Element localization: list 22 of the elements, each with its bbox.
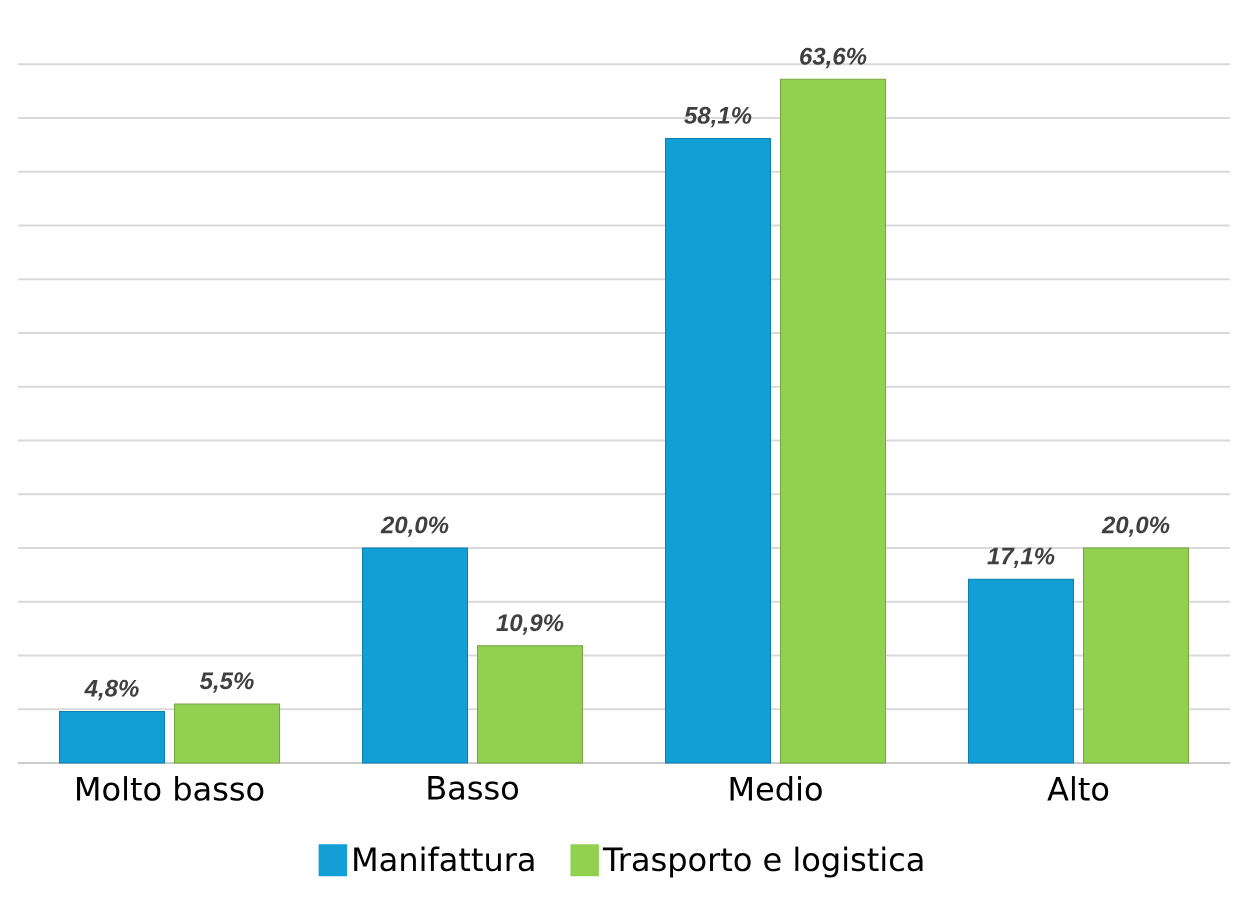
data-label: 58,1% [684, 106, 752, 128]
legend-label: Trasporto e logistica [602, 846, 923, 878]
x-tick-label: Molto basso [77, 776, 264, 801]
bar [1083, 547, 1190, 764]
bar [477, 645, 583, 764]
data-label: 5,5% [199, 672, 254, 693]
bar [174, 703, 281, 764]
x-tick-label: Medio [730, 776, 822, 801]
bar [968, 578, 1075, 764]
bar [665, 137, 772, 764]
data-label: 63,6% [800, 47, 867, 69]
data-label: 4,8% [84, 679, 139, 701]
data-label: 20,0% [380, 516, 449, 537]
bar [59, 710, 165, 764]
data-label: 17,1% [987, 547, 1055, 569]
legend-label: Manifattura [354, 846, 534, 872]
data-label: 10,9% [496, 614, 564, 635]
x-tick-label: Alto [1047, 776, 1109, 801]
bar [362, 547, 469, 764]
bar [780, 78, 887, 764]
data-label: 20,0% [1101, 516, 1170, 537]
x-tick-label: Basso [428, 776, 518, 800]
